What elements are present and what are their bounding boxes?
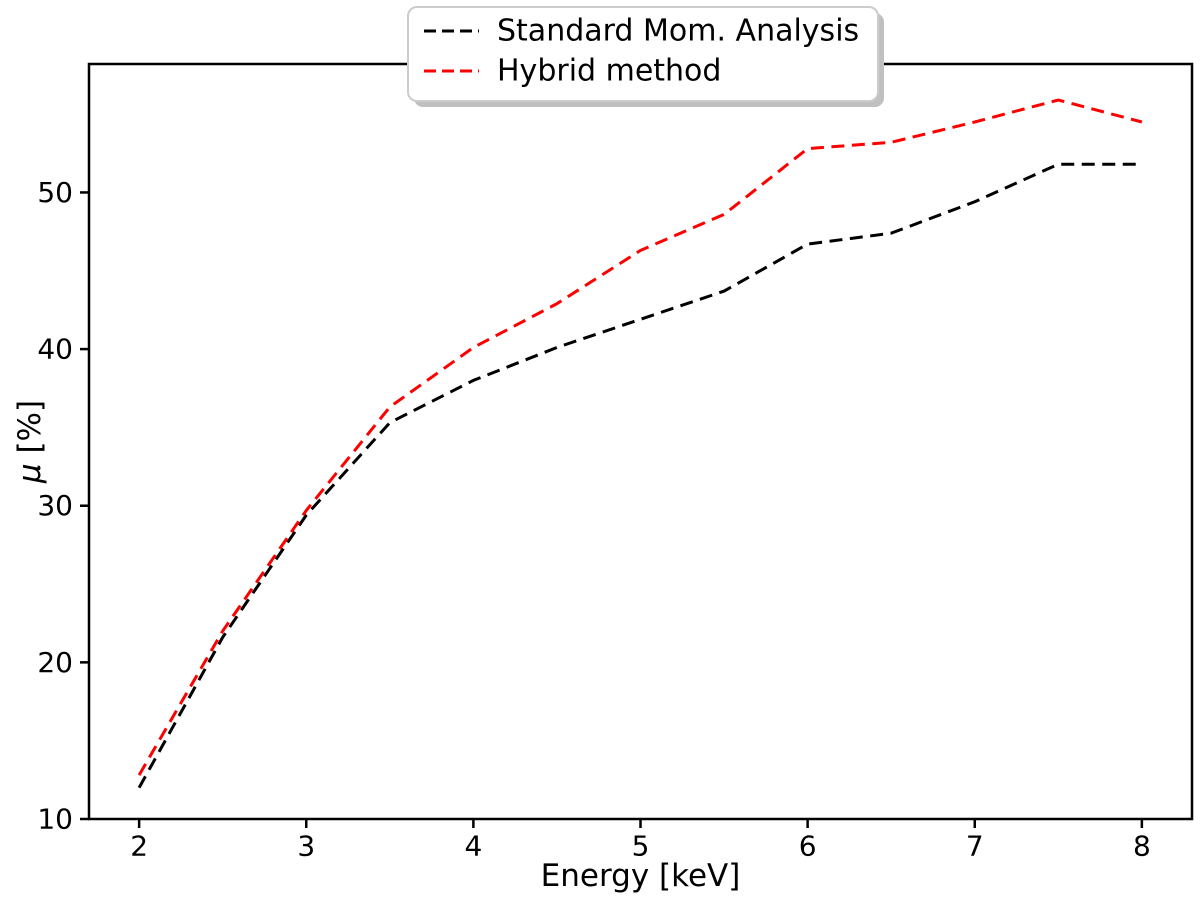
- legend-box: [407, 6, 879, 102]
- y-axis-title: μ [%]: [12, 400, 48, 484]
- x-tick-label: 2: [130, 830, 148, 863]
- plot-area: [87, 62, 1194, 821]
- series-line-hybrid-method: [137, 98, 1143, 776]
- x-tick-label: 3: [297, 830, 315, 863]
- legend-label-standard-mom-analysis: Standard Mom. Analysis: [497, 14, 859, 49]
- legend: Standard Mom. Analysis Hybrid method: [407, 6, 884, 107]
- legend-label-hybrid-method: Hybrid method: [497, 54, 721, 89]
- x-tick-label: 5: [632, 830, 650, 863]
- series-line-standard-mom-analysis: [137, 162, 1142, 789]
- x-axis-title: Energy [keV]: [541, 858, 741, 894]
- y-tick-label: 20: [37, 646, 73, 679]
- y-tick-label: 40: [37, 333, 73, 366]
- y-tick-label: 10: [37, 803, 73, 836]
- x-tick-label: 4: [464, 830, 482, 863]
- y-tick-label: 50: [37, 176, 73, 209]
- x-tick-label: 8: [1133, 830, 1151, 863]
- y-tick-label: 30: [37, 489, 73, 522]
- x-tick-label: 7: [966, 830, 984, 863]
- x-tick-label: 6: [799, 830, 817, 863]
